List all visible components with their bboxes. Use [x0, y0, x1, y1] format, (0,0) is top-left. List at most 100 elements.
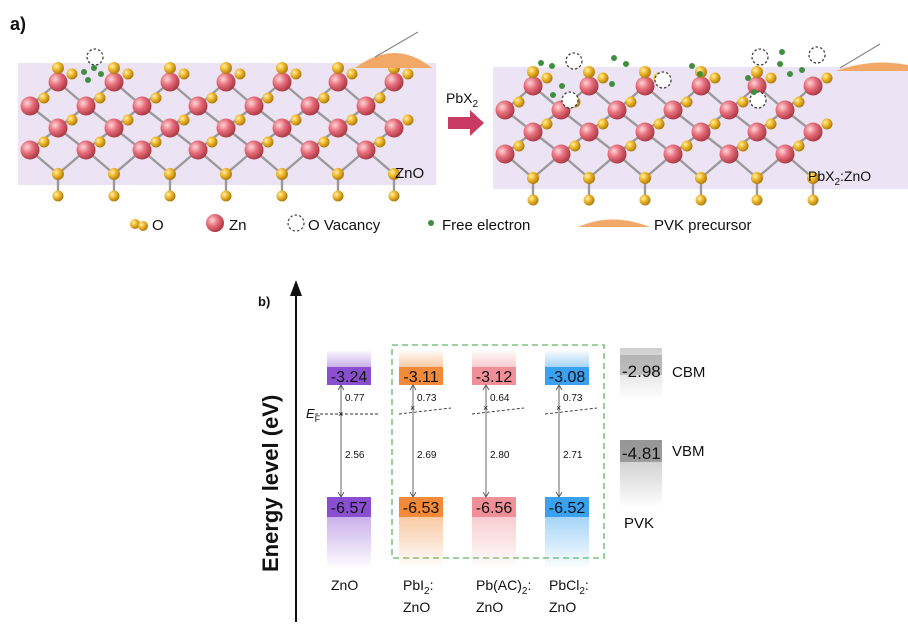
o-atom: [108, 190, 120, 202]
o-atom: [346, 114, 358, 126]
pvk-precursor-droplet-left: [355, 53, 432, 68]
o-atom: [38, 92, 50, 104]
o-atom: [737, 140, 749, 152]
o-atom: [793, 140, 805, 152]
o-atom: [52, 168, 64, 180]
legend-o-label: O: [152, 217, 164, 234]
column-name-line1: ZnO: [331, 577, 358, 593]
panel-b-label: b): [258, 294, 270, 309]
o-atom: [681, 140, 693, 152]
arrowhead-icon: [337, 491, 345, 498]
o-atom: [639, 194, 651, 206]
free-electron-icon: [787, 71, 793, 77]
o-atom: [709, 118, 721, 130]
column-name-line2: ZnO: [549, 599, 576, 615]
o-atom: [164, 62, 176, 74]
fermi-level-line: [544, 407, 598, 415]
zn-atom: [104, 118, 124, 138]
zn-atom: [160, 118, 180, 138]
cbm-fade: [399, 351, 443, 367]
free-electron-icon: [85, 77, 91, 83]
arrowhead-icon: [555, 384, 563, 391]
zn-atom: [775, 100, 795, 120]
legend-vacancy-icon: [287, 214, 305, 232]
zn-atom: [328, 72, 348, 92]
free-electron-icon: [98, 71, 104, 77]
zn-atom: [300, 140, 320, 160]
free-electron-icon: [751, 89, 757, 95]
o-atom: [765, 72, 777, 84]
o-atom: [527, 194, 539, 206]
free-electron-icon: [550, 92, 556, 98]
o-atom: [234, 114, 246, 126]
o-atom: [178, 68, 190, 80]
fermi-level-line: [398, 407, 452, 415]
vbm-fade: [399, 517, 443, 567]
zn-atom: [719, 100, 739, 120]
o-atom: [807, 194, 819, 206]
pvk-vbm-label: VBM: [672, 443, 705, 460]
zn-atom: [188, 96, 208, 116]
zn-atom: [551, 144, 571, 164]
o-atom: [639, 172, 651, 184]
ef-gap-value: 0.73: [417, 393, 437, 404]
zn-atom: [104, 72, 124, 92]
cbm-band: [399, 367, 443, 385]
pvk-cbm-value: -2.98: [622, 362, 661, 381]
zn-atom: [775, 144, 795, 164]
o-vacancy-icon: [86, 48, 104, 66]
legend-electron-icon: [428, 220, 434, 226]
o-atom: [290, 68, 302, 80]
o-atom: [374, 92, 386, 104]
o-atom: [639, 66, 651, 78]
zn-atom: [356, 140, 376, 160]
zn-atom: [272, 72, 292, 92]
o-atom: [318, 136, 330, 148]
fermi-level-line: [471, 407, 525, 415]
free-electron-icon: [538, 60, 544, 66]
cbm-value: -3.11: [403, 369, 438, 386]
o-atom: [150, 136, 162, 148]
atoms: [495, 46, 833, 206]
free-electron-icon: [697, 71, 703, 77]
zn-atom: [803, 76, 823, 96]
o-atom: [821, 72, 833, 84]
o-atom: [793, 96, 805, 108]
cbm-value: -3.24: [331, 369, 368, 386]
cbm-band: [327, 367, 371, 385]
zn-atom: [691, 122, 711, 142]
zn-atom: [803, 122, 823, 142]
band-column-2: -3.12 -6.56 ×0.64 2.80 Pb(AC)2: ZnO: [471, 351, 531, 615]
vb-gap-value: 2.71: [563, 450, 583, 461]
zn-atom: [356, 96, 376, 116]
cbm-fade: [327, 351, 371, 367]
process-arrow-label: PbX2: [446, 90, 478, 110]
zn-atom: [328, 118, 348, 138]
vbm-fade: [327, 517, 371, 567]
arrowhead-icon: [409, 491, 417, 498]
o-atom: [178, 114, 190, 126]
vbm-fade: [545, 517, 589, 567]
cross-mark: ×: [556, 403, 561, 413]
zn-atom: [272, 118, 292, 138]
zn-atom: [384, 118, 404, 138]
o-atom: [625, 140, 637, 152]
o-atom: [527, 172, 539, 184]
zn-atom: [607, 144, 627, 164]
o-atom: [332, 190, 344, 202]
zn-atom: [635, 122, 655, 142]
o-vacancy-icon: [565, 52, 583, 70]
o-atom: [150, 92, 162, 104]
legend-zn-atom-icon: [206, 214, 224, 232]
vbm-band: [472, 497, 516, 517]
zn-atom: [579, 76, 599, 96]
free-electron-icon: [689, 63, 695, 69]
zn-atom: [132, 96, 152, 116]
o-atom: [346, 68, 358, 80]
left-slab-label: ZnO: [395, 165, 424, 182]
o-atom: [206, 92, 218, 104]
free-electron-icon: [611, 55, 617, 61]
band-columns: -3.24-6.57×0.772.56ZnO-3.11-6.53×0.732.6…: [306, 351, 598, 615]
o-atom: [276, 168, 288, 180]
